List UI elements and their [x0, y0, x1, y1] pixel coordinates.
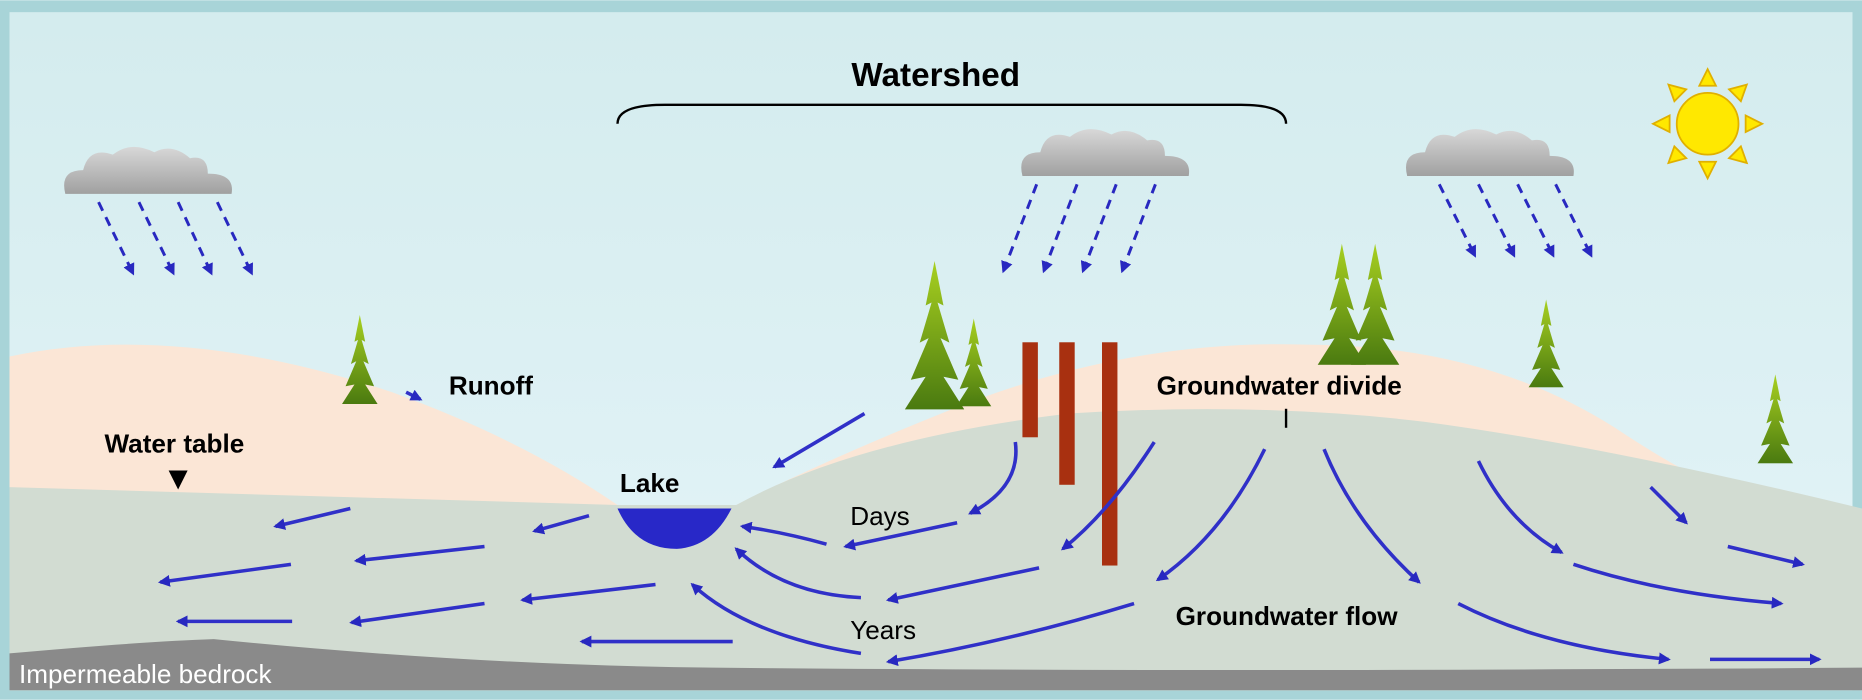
runoff-label: Runoff: [449, 371, 533, 401]
water-table-label: Water table: [105, 429, 245, 459]
days-label: Days: [850, 501, 910, 531]
groundwater-flow-label: Groundwater flow: [1176, 601, 1399, 631]
watershed-diagram: Watershed: [0, 0, 1862, 700]
groundwater-divide-label: Groundwater divide: [1157, 371, 1402, 401]
bedrock-label: Impermeable bedrock: [19, 659, 272, 689]
lake-label: Lake: [620, 468, 680, 498]
years-label: Years: [850, 615, 916, 645]
sun: [1653, 69, 1762, 178]
title: Watershed: [851, 57, 1020, 94]
